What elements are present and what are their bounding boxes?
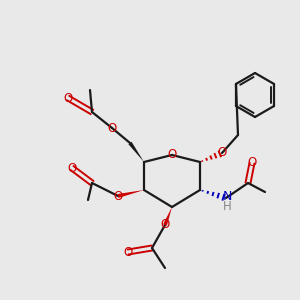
Text: N: N <box>222 190 232 202</box>
Text: O: O <box>248 157 256 169</box>
Text: O: O <box>107 122 117 134</box>
Text: O: O <box>113 190 123 202</box>
Text: O: O <box>63 92 73 104</box>
Text: O: O <box>123 245 133 259</box>
Text: O: O <box>167 148 177 161</box>
Text: H: H <box>223 200 231 214</box>
Polygon shape <box>163 207 172 226</box>
Text: O: O <box>160 218 169 232</box>
Polygon shape <box>128 142 144 162</box>
Text: O: O <box>218 146 226 160</box>
Polygon shape <box>118 190 144 198</box>
Text: O: O <box>68 161 76 175</box>
